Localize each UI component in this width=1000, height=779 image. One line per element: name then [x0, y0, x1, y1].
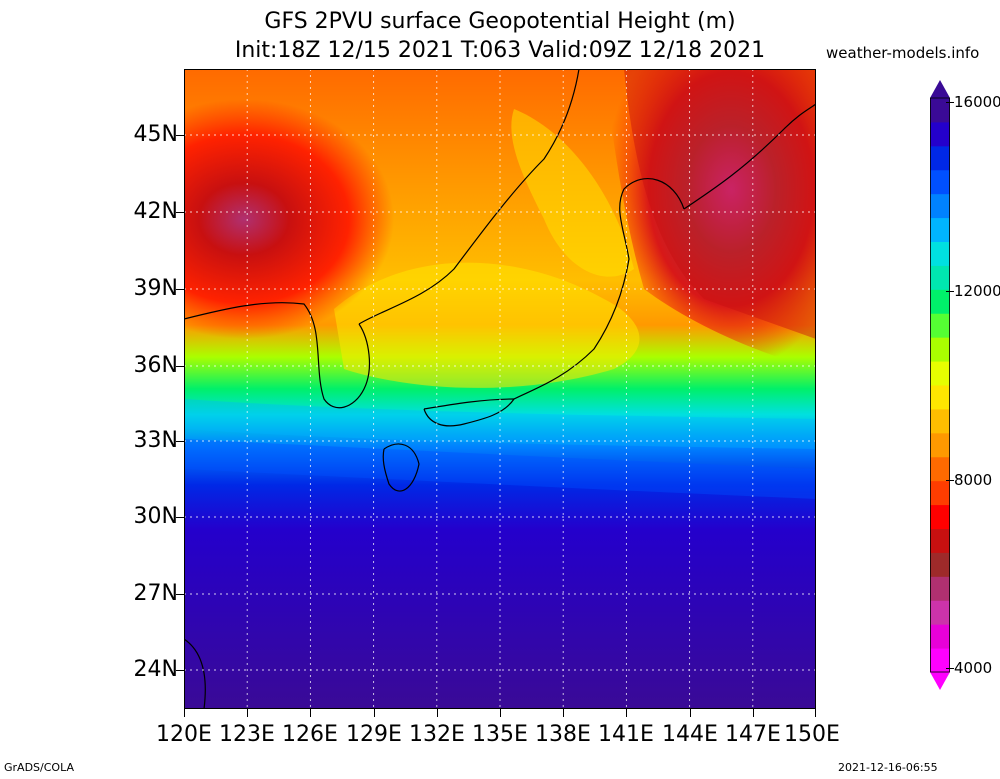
lat-label-39n: 39N [133, 276, 178, 301]
lon-label-120e: 120E [156, 722, 212, 747]
lat-tick [176, 517, 184, 518]
colorbar-swatch [930, 337, 950, 362]
colorbar-min-arrow [930, 672, 950, 690]
lat-tick [176, 441, 184, 442]
lon-tick [374, 709, 375, 717]
geopotential-field [184, 69, 816, 709]
colorbar-swatch [930, 432, 950, 458]
colorbar-outline [930, 97, 950, 673]
lon-label-132e: 132E [409, 722, 465, 747]
map-plot-area [184, 69, 816, 709]
colorbar-swatch [930, 408, 950, 434]
colorbar-label-16000: 16000 [954, 93, 1000, 111]
lon-label-150e: 150E [784, 722, 840, 747]
colorbar-swatch [930, 217, 950, 242]
colorbar-tick [946, 291, 954, 292]
colorbar-swatch [930, 385, 950, 410]
colorbar-tick [946, 480, 954, 481]
lon-tick [184, 709, 185, 717]
colorbar-swatch [930, 648, 950, 673]
lon-label-126e: 126E [282, 722, 338, 747]
lon-tick [626, 709, 627, 717]
lat-tick [176, 135, 184, 136]
lat-label-33n: 33N [133, 428, 178, 453]
colorbar-swatch [930, 265, 950, 290]
colorbar-swatch [930, 504, 950, 529]
lon-label-135e: 135E [472, 722, 528, 747]
lat-tick [176, 670, 184, 671]
colorbar-swatch [930, 361, 950, 386]
lat-tick [176, 366, 184, 367]
lon-tick [563, 709, 564, 717]
lon-tick [437, 709, 438, 717]
lon-label-141e: 141E [598, 722, 654, 747]
colorbar-label-4000: 4000 [954, 659, 993, 677]
lon-label-129e: 129E [346, 722, 402, 747]
lon-label-147e: 147E [725, 722, 781, 747]
colorbar-swatch [930, 552, 950, 577]
chart-subtitle: Init:18Z 12/15 2021 T:063 Valid:09Z 12/1… [234, 38, 766, 63]
colorbar-swatch [930, 145, 950, 171]
colorbar-swatch [930, 528, 950, 553]
colorbar-swatch [930, 169, 950, 195]
lon-tick [500, 709, 501, 717]
lat-tick [176, 594, 184, 595]
lat-label-24n: 24N [133, 657, 178, 682]
lat-label-30n: 30N [133, 504, 178, 529]
footer-software: GrADS/COLA [4, 761, 74, 774]
colorbar-swatch [930, 480, 950, 506]
colorbar-swatch [930, 98, 950, 123]
colorbar-swatch [930, 576, 950, 601]
lon-tick [815, 709, 816, 717]
lon-tick [753, 709, 754, 717]
colorbar-swatch [930, 121, 950, 147]
colorbar-swatch [930, 289, 950, 314]
colorbar-swatch [930, 193, 950, 219]
lat-label-27n: 27N [133, 581, 178, 606]
lon-label-123e: 123E [219, 722, 275, 747]
footer-timestamp: 2021-12-16-06:55 [838, 761, 938, 774]
colorbar-tick [946, 668, 954, 669]
lon-tick [247, 709, 248, 717]
lat-label-45n: 45N [133, 122, 178, 147]
colorbar-max-arrow [930, 80, 950, 98]
lon-label-144e: 144E [662, 722, 718, 747]
chart-title: GFS 2PVU surface Geopotential Height (m) [264, 9, 736, 34]
site-credit: weather-models.info [826, 44, 980, 62]
colorbar-swatch [930, 241, 950, 266]
colorbar-tick [946, 102, 954, 103]
colorbar [930, 80, 950, 690]
colorbar-label-12000: 12000 [954, 282, 1000, 300]
colorbar-swatch [930, 624, 950, 649]
lat-label-36n: 36N [133, 353, 178, 378]
lon-tick [310, 709, 311, 717]
lat-tick [176, 289, 184, 290]
colorbar-label-8000: 8000 [954, 471, 993, 489]
lat-tick [176, 212, 184, 213]
colorbar-swatch [930, 600, 950, 625]
lon-tick [690, 709, 691, 717]
coastlines [184, 69, 816, 709]
colorbar-swatch [930, 456, 950, 482]
colorbar-swatch [930, 313, 950, 338]
graticule [184, 69, 816, 709]
lat-label-42n: 42N [133, 199, 178, 224]
lon-label-138e: 138E [535, 722, 591, 747]
